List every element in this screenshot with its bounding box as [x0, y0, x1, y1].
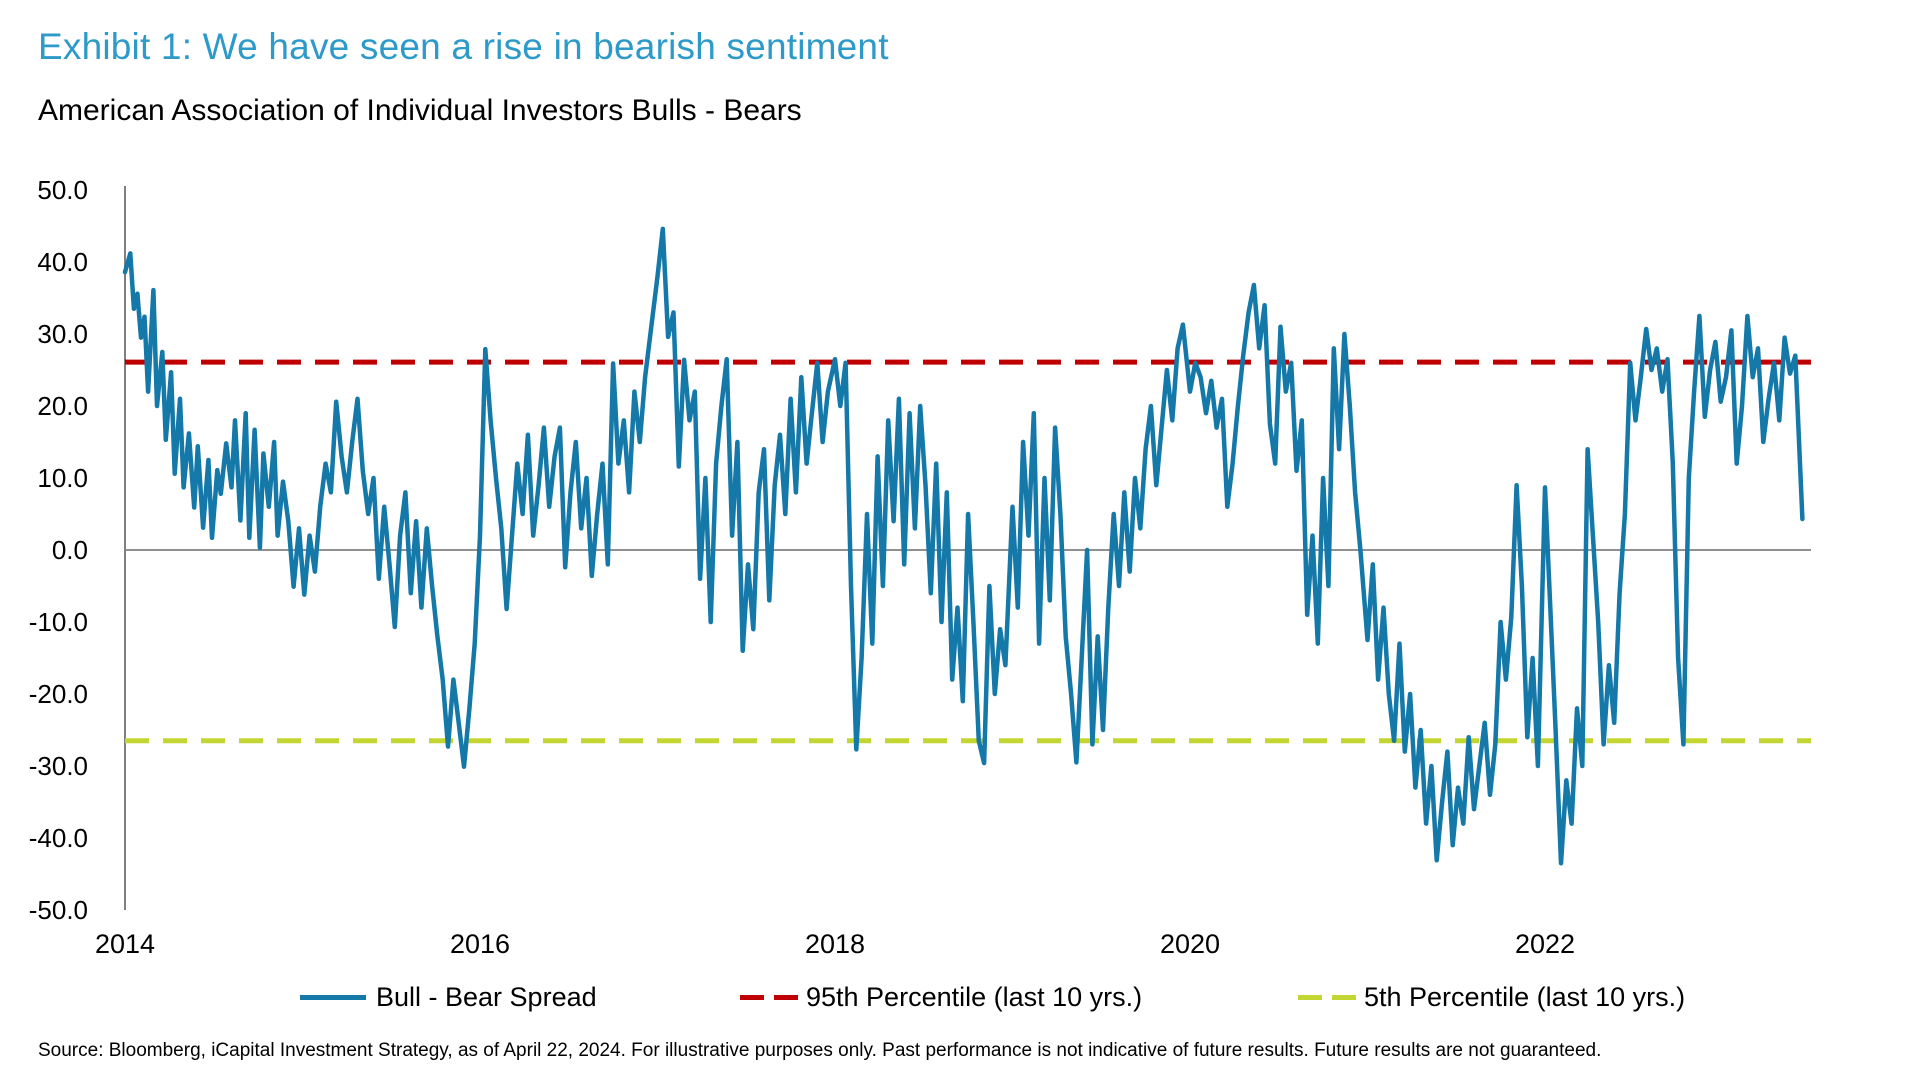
y-axis-tick-label: 10.0 [37, 463, 88, 493]
source-note: Source: Bloomberg, iCapital Investment S… [38, 1040, 1602, 1061]
bull-bear-line-sample-icon [300, 995, 366, 1000]
x-axis-tick-label: 2022 [1514, 929, 1576, 959]
legend-label: 5th Percentile (last 10 yrs.) [1364, 982, 1686, 1012]
page-title: Exhibit 1: We have seen a rise in bearis… [38, 26, 889, 67]
y-axis-tick-label: 0.0 [51, 535, 88, 565]
95th-percentile-dash-sample-icon [740, 995, 798, 1000]
y-axis-tick-label: -30.0 [28, 751, 88, 781]
y-axis-tick-label: -10.0 [28, 607, 88, 637]
x-axis-tick-label: 2016 [449, 929, 511, 959]
x-axis-tick-label: 2014 [94, 929, 156, 959]
y-axis-tick-label: 40.0 [37, 247, 88, 277]
legend-label: 95th Percentile (last 10 yrs.) [806, 982, 1143, 1012]
bull-bear-spread-line [122, 226, 1805, 866]
x-axis-tick-label: 2018 [804, 929, 866, 959]
y-axis-tick-label: 20.0 [37, 391, 88, 421]
5th-percentile-dash-sample-icon [1298, 995, 1356, 1000]
y-axis-tick-label: 30.0 [37, 319, 88, 349]
y-axis-tick-label: -50.0 [28, 895, 88, 925]
y-axis-tick-label: -20.0 [28, 679, 88, 709]
y-axis-tick-label: 50.0 [37, 175, 88, 205]
y-axis-tick-label: -40.0 [28, 823, 88, 853]
chart-subtitle: American Association of Individual Inves… [38, 94, 802, 127]
legend-label: Bull - Bear Spread [376, 982, 597, 1012]
x-axis-tick-label: 2020 [1159, 929, 1221, 959]
